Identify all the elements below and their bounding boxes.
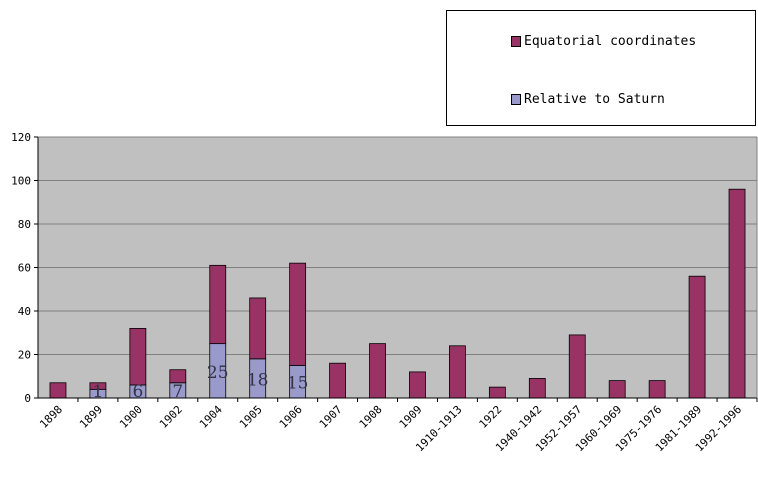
y-tick-label: 120 [11,131,31,144]
x-tick-label: 1898 [37,403,65,431]
x-tick-label: 1909 [397,403,425,431]
y-tick-label: 20 [18,349,31,362]
bar-data-label: 25 [207,363,229,383]
bar-equatorial-coordinates [289,262,307,366]
y-tick-label: 80 [18,218,31,231]
bar-equatorial-coordinates [169,369,187,384]
bar-equatorial-coordinates [688,275,706,399]
bar-data-label: 6 [132,382,143,402]
bar-equatorial-coordinates [568,334,586,399]
x-tick-label: 1908 [357,403,385,431]
bar-data-label: 15 [287,374,309,394]
x-tick-label: 1904 [197,403,225,431]
legend-swatch-equatorial [511,36,521,47]
data-labels: 1 6 7 25 18 15 [93,363,309,402]
bar-equatorial-coordinates [49,382,67,399]
legend-item-equatorial: Equatorial coordinates [511,34,696,49]
x-tick-label: 1906 [277,403,305,431]
legend-item-saturn: Relative to Saturn [511,92,665,107]
bar-equatorial-coordinates [728,188,746,399]
bar-equatorial-coordinates [329,362,346,399]
y-axis-ticks: 0 20 40 60 80 100 120 [11,131,38,405]
bar-equatorial-coordinates [409,371,426,399]
x-tick-label: 1902 [157,403,185,431]
legend-label-equatorial: Equatorial coordinates [524,34,697,49]
bar-equatorial-coordinates [249,297,267,360]
x-tick-label: 1899 [77,403,105,431]
y-tick-label: 100 [11,175,31,188]
bar-equatorial-coordinates [608,380,626,399]
y-tick-label: 0 [24,392,31,405]
x-tick-label: 1905 [237,403,265,431]
bar-equatorial-coordinates [89,382,107,390]
x-tick-label: 1922 [477,403,505,431]
bar-equatorial-coordinates [528,378,546,399]
bar-equatorial-coordinates [449,345,466,399]
bar-equatorial-coordinates [209,264,227,345]
legend-swatch-saturn [511,94,521,105]
legend: Equatorial coordinates Relative to Satur… [446,10,756,126]
bar-equatorial-coordinates [488,386,506,399]
bar-equatorial-coordinates [369,343,386,399]
bar-equatorial-coordinates [648,380,666,399]
bar-data-label: 1 [93,382,104,402]
x-tick-label: 1900 [117,403,145,431]
bars [49,188,746,399]
x-axis-ticks: 1898 1899 1900 1902 1904 1905 1906 1907 1908 1909… [37,398,758,454]
y-tick-label: 60 [18,262,31,275]
x-tick-label: 1907 [317,403,345,431]
bar-equatorial-coordinates [129,327,147,386]
bar-data-label: 18 [247,370,269,390]
bar-data-label: 7 [172,382,183,402]
y-tick-label: 40 [18,305,31,318]
legend-label-saturn: Relative to Saturn [524,92,665,107]
